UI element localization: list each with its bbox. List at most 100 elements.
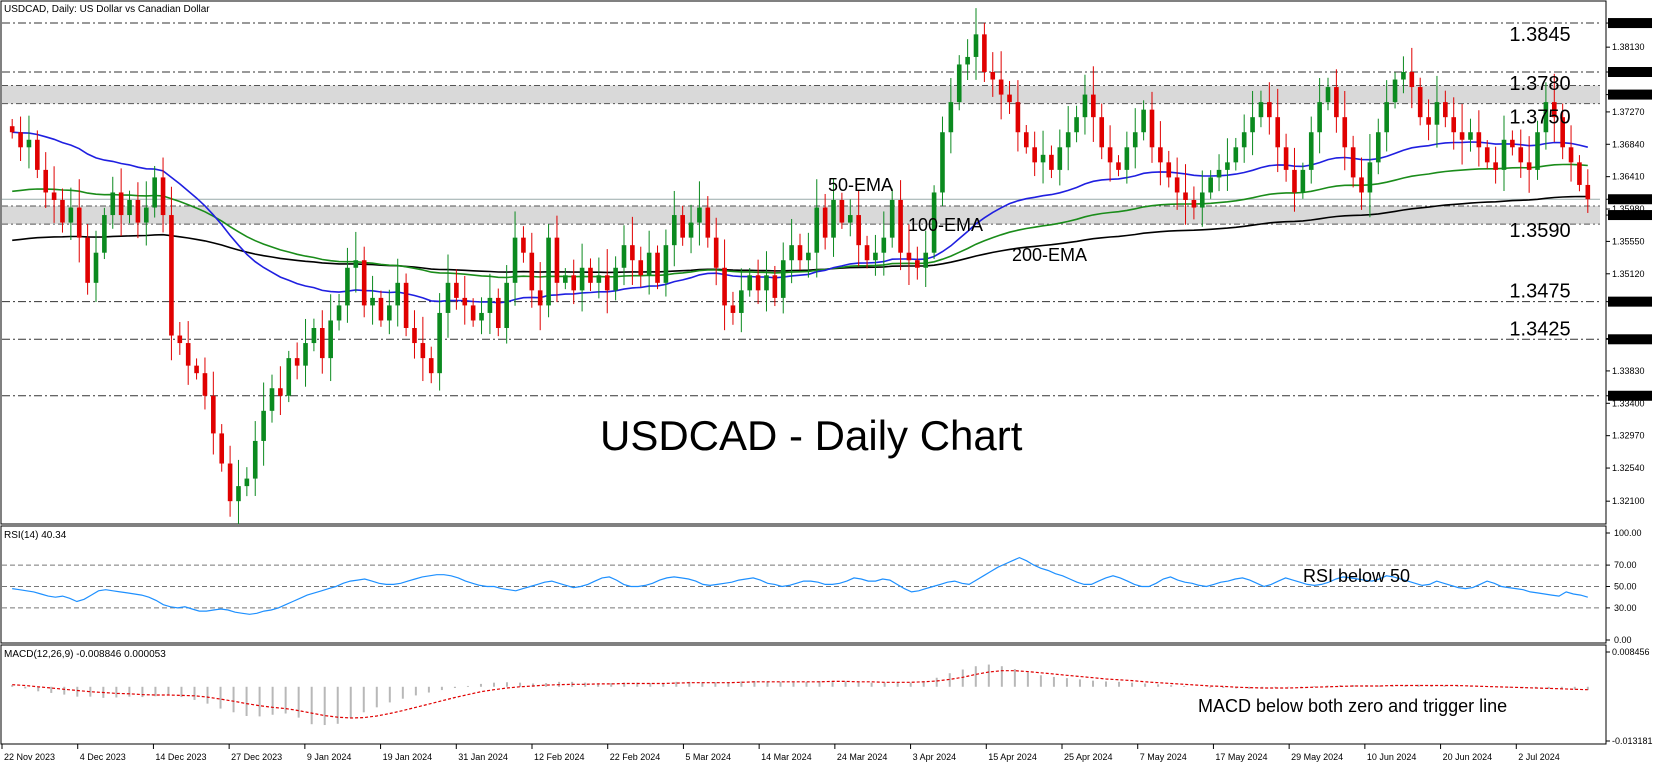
x-axis: 22 Nov 2023 4 Dec 2023 14 Dec 2023 27 Dec 2… (1, 744, 1560, 762)
candle-body (437, 312, 442, 374)
candle-body (1350, 147, 1356, 178)
candle-body (261, 410, 266, 441)
candle (227, 445, 233, 517)
candle-body (345, 267, 350, 306)
candle-body (1451, 117, 1457, 133)
candle-body (588, 267, 593, 283)
candle (596, 257, 602, 299)
candle-body (219, 433, 225, 464)
candle-body (152, 177, 157, 208)
candle (1317, 78, 1322, 154)
candle (269, 374, 275, 423)
candle-body (495, 297, 501, 328)
candle-body (1099, 117, 1105, 148)
candle-body (604, 275, 610, 291)
candle (621, 225, 627, 286)
candle-body (454, 282, 459, 298)
price-tick-label: 1.37500 (1612, 90, 1645, 100)
candle-body (1233, 147, 1239, 163)
rsi-plot-frame (0, 525, 1607, 644)
candle-body (118, 192, 124, 216)
candle (1032, 131, 1037, 177)
candle-body (956, 64, 962, 103)
candle (697, 181, 702, 246)
candle-body (370, 297, 375, 306)
candle-body (1518, 147, 1524, 163)
candle-body (110, 192, 116, 216)
candle (1543, 82, 1549, 150)
price-tick-label: 1.38130 (1612, 42, 1645, 52)
candle (554, 215, 560, 303)
price-tick-label: 1.32100 (1612, 496, 1645, 506)
candle-body (722, 267, 727, 306)
candle (1116, 155, 1121, 177)
x-tick-label: 22 Feb 2024 (610, 752, 661, 762)
price-tick-highlight (1608, 210, 1652, 221)
candle (462, 275, 468, 325)
x-tick-label: 20 Jun 2024 (1443, 752, 1493, 762)
candle-body (537, 290, 543, 306)
candle-body (51, 192, 57, 200)
x-tick-label: 25 Apr 2024 (1064, 752, 1113, 762)
candle-body (294, 358, 300, 366)
candle (102, 207, 107, 260)
candle (294, 342, 300, 380)
candle-body (1300, 169, 1306, 193)
level-label-3: 1.3425 (1509, 318, 1570, 340)
candle (395, 258, 401, 327)
candle (764, 251, 769, 312)
candle-body (864, 245, 870, 261)
candle-body (1434, 102, 1440, 125)
x-tick-label: 4 Dec 2023 (80, 752, 126, 762)
candle-body (227, 463, 233, 502)
candle-body (931, 192, 937, 253)
rsi-tick-label: 100.00 (1614, 528, 1642, 538)
candle (118, 168, 124, 237)
candle-body (378, 297, 384, 321)
candle-body (1334, 87, 1339, 118)
candle (1459, 103, 1465, 165)
candle-body (1166, 162, 1172, 178)
candle (1241, 114, 1247, 163)
candle-body (1283, 147, 1289, 170)
candle-body (973, 34, 979, 57)
macd-tick-label: -0.013181 (1612, 736, 1653, 746)
candle-body (18, 132, 23, 148)
candle-body (1342, 117, 1348, 148)
candle-body (764, 275, 769, 291)
candle (378, 290, 384, 327)
candle (1015, 80, 1021, 152)
candle (898, 180, 903, 271)
candle (839, 192, 845, 229)
candle-body (705, 207, 711, 238)
candle-body (428, 358, 434, 374)
candle (1493, 146, 1498, 184)
candle-body (646, 252, 652, 276)
candle-body (470, 305, 476, 321)
price-tick-label: 1.35120 (1612, 269, 1645, 279)
candle (1208, 170, 1213, 199)
candle (588, 258, 593, 291)
price-tick-label: 1.33400 (1612, 398, 1645, 408)
candle-body (789, 245, 794, 261)
price-tick-label: 1.35550 (1612, 236, 1645, 246)
price-tick-label: 1.34250 (1612, 334, 1645, 344)
candle-body (445, 282, 451, 313)
candle (688, 204, 694, 254)
candle (177, 321, 183, 355)
level-label-0: 1.3845 (1509, 24, 1570, 46)
candle (1065, 106, 1071, 171)
candle (1551, 73, 1557, 142)
price-tick-label: 1.33500 (1612, 391, 1645, 401)
candle (646, 230, 652, 295)
candle-body (1367, 162, 1373, 193)
candle (814, 179, 820, 278)
candle (1409, 47, 1415, 109)
candle (1434, 75, 1440, 148)
candle (387, 289, 392, 335)
candle (822, 193, 828, 250)
candle-body (1107, 147, 1113, 163)
candle (1468, 118, 1473, 152)
candle (1149, 91, 1155, 163)
macd-signal-line (12, 670, 1588, 719)
